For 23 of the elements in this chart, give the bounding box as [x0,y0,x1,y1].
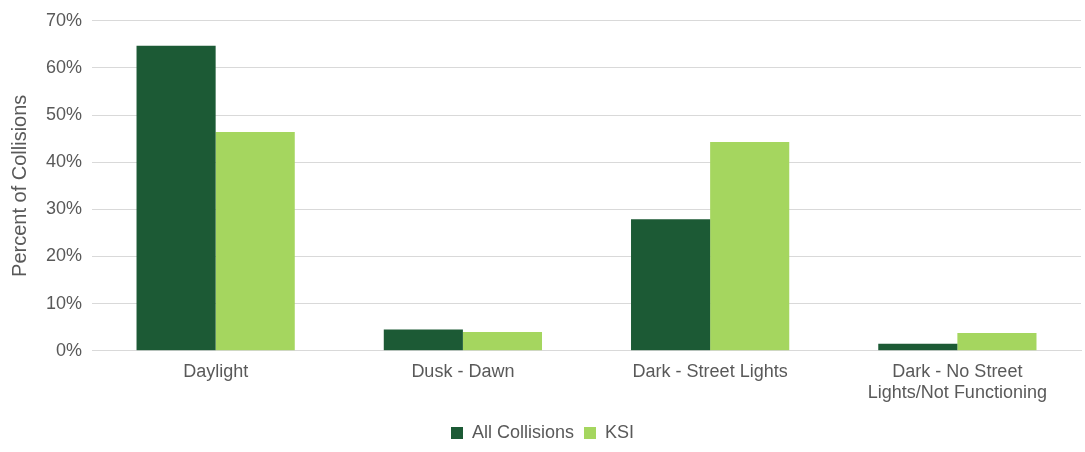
x-tick-label: Daylight [183,360,249,381]
y-axis-title: Percent of Collisions [7,94,30,277]
bar [136,45,216,351]
y-tick-label: 60% [46,56,83,77]
bar [215,132,295,351]
y-tick-label: 0% [56,339,83,360]
bar [383,329,463,351]
y-tick-label: 70% [46,9,83,30]
x-tick-label: Dark - Street Lights [632,360,788,381]
x-tick-label: Dark - No Street Lights/Not Functioning [867,360,1047,403]
y-tick-label: 30% [46,198,83,219]
legend-label: All Collisions [471,421,575,442]
bar [462,331,543,351]
y-tick-label: 10% [46,292,83,313]
bar [878,343,958,351]
bar [957,332,1037,351]
legend-label: KSI [605,421,635,442]
y-tick-label: 20% [46,245,83,266]
bar [631,219,711,351]
x-tick-label: Dusk - Dawn [411,360,515,381]
y-tick-label: 50% [46,104,83,125]
y-tick-label: 40% [46,151,83,172]
bar [710,141,790,351]
